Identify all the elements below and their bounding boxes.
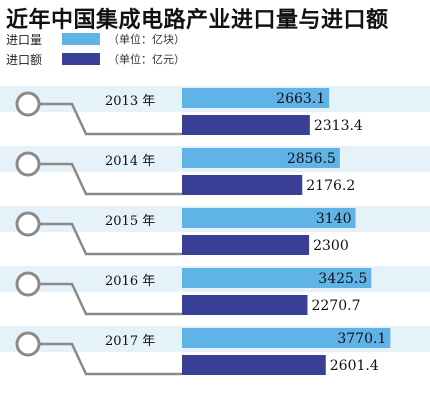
legend-item-volume: 进口量 （单位：亿块）: [6, 30, 185, 48]
bar-import-value: [182, 115, 310, 135]
year-marker-icon: [15, 271, 41, 297]
connector-line: [40, 342, 182, 376]
data-label-volume: 3425.5: [318, 271, 367, 287]
year-marker-icon: [15, 211, 41, 237]
bar-import-volume: [182, 328, 391, 348]
year-marker-icon: [15, 331, 41, 357]
connector-line: [40, 102, 182, 136]
connector-line: [40, 282, 182, 316]
legend-label-volume: 进口量: [6, 32, 43, 47]
year-marker-icon: [15, 91, 41, 117]
legend-swatch-value: [62, 53, 100, 65]
category-label: 2013 年: [105, 94, 155, 109]
data-label-value: 2176.2: [306, 178, 355, 194]
bar-import-volume: [182, 208, 356, 228]
legend-unit-value: （单位：亿元）: [108, 53, 185, 66]
connector-line: [40, 222, 182, 256]
page-title: 近年中国集成电路产业进口量与进口额: [6, 8, 389, 33]
connector-line: [40, 162, 182, 196]
data-label-volume: 2856.5: [287, 151, 336, 167]
data-label-value: 2270.7: [311, 298, 360, 314]
data-label-value: 2300: [313, 238, 349, 254]
bar-import-value: [182, 355, 326, 375]
bar-import-value: [182, 235, 310, 255]
bar-import-volume: [182, 148, 340, 168]
data-label-volume: 3140: [316, 211, 352, 227]
data-label-volume: 3770.1: [337, 331, 386, 347]
category-label: 2015 年: [105, 214, 155, 229]
data-label-value: 2313.4: [314, 118, 363, 134]
category-label: 2014 年: [105, 154, 155, 169]
data-label-value: 2601.4: [330, 358, 379, 374]
year-marker-icon: [15, 151, 41, 177]
bar-import-value: [182, 175, 303, 195]
legend-label-value: 进口额: [6, 52, 43, 67]
bar-import-volume: [182, 88, 330, 108]
legend-unit-volume: （单位：亿块）: [108, 33, 185, 46]
bar-import-value: [182, 295, 308, 315]
legend-item-value: 进口额 （单位：亿元）: [6, 50, 185, 68]
legend-swatch-volume: [62, 33, 100, 45]
data-label-volume: 2663.1: [276, 91, 325, 107]
bar-import-volume: [182, 268, 372, 288]
category-label: 2016 年: [105, 274, 155, 289]
category-label: 2017 年: [105, 334, 155, 349]
